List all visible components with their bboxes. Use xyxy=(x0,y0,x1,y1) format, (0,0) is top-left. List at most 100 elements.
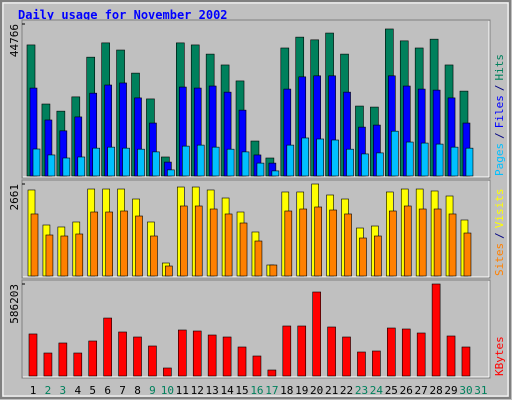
bar xyxy=(284,210,293,277)
x-tick-label: 20 xyxy=(310,384,323,397)
bar xyxy=(75,233,84,277)
bar xyxy=(416,332,426,377)
bar xyxy=(446,335,456,377)
x-tick-label: 28 xyxy=(429,384,442,397)
bar xyxy=(314,206,322,277)
bar xyxy=(47,154,56,177)
legend-separator: / xyxy=(493,85,506,92)
bar xyxy=(211,146,220,177)
x-tick-label: 27 xyxy=(415,384,428,397)
bar xyxy=(165,265,173,277)
bar xyxy=(241,151,250,177)
legend-entry: Pages xyxy=(493,143,506,176)
bar xyxy=(331,139,339,177)
bar xyxy=(92,147,101,177)
y-tick-label: 44766 xyxy=(8,24,21,57)
x-tick-label: 2 xyxy=(45,384,52,397)
x-tick-label: 24 xyxy=(370,384,384,397)
bar xyxy=(163,367,172,377)
bar xyxy=(433,208,442,277)
bar xyxy=(387,327,396,377)
bar xyxy=(239,222,248,277)
bar xyxy=(148,345,157,377)
x-tick-label: 17 xyxy=(265,384,278,397)
bar xyxy=(105,211,113,277)
bar xyxy=(403,205,412,277)
legend-separator: / xyxy=(493,132,506,139)
bar xyxy=(297,325,307,377)
bar xyxy=(420,142,429,177)
x-tick-label: 30 xyxy=(459,384,472,397)
bar xyxy=(346,148,354,177)
x-tick-label: 14 xyxy=(220,384,234,397)
bar xyxy=(405,141,414,177)
bar xyxy=(391,130,399,177)
x-tick-label: 8 xyxy=(134,384,141,397)
x-tick-label: 15 xyxy=(235,384,248,397)
bar xyxy=(62,157,71,177)
bar xyxy=(431,283,441,377)
x-tick-label: 19 xyxy=(295,384,308,397)
bar xyxy=(150,235,158,277)
legend-separator: / xyxy=(493,232,506,239)
x-tick-label: 23 xyxy=(355,384,368,397)
bar xyxy=(282,325,292,377)
legend: Sites / Visits xyxy=(493,189,506,277)
bar xyxy=(60,235,69,277)
bar xyxy=(73,352,83,377)
bar xyxy=(271,170,280,177)
x-tick-label: 13 xyxy=(206,384,219,397)
bar xyxy=(254,240,263,277)
bar xyxy=(286,144,295,177)
x-tick-label: 4 xyxy=(74,384,81,397)
bar xyxy=(267,369,277,377)
bar xyxy=(45,234,54,277)
bar xyxy=(461,346,471,377)
bar xyxy=(77,156,86,177)
x-tick-label: 12 xyxy=(191,384,204,397)
bar xyxy=(299,208,308,277)
x-tick-label: 7 xyxy=(119,384,126,397)
bar xyxy=(342,336,351,377)
bar xyxy=(209,208,218,277)
bar xyxy=(329,209,337,277)
legend: KBytes xyxy=(493,336,506,376)
x-tick-label: 22 xyxy=(340,384,353,397)
bar xyxy=(361,153,369,177)
bar xyxy=(43,352,53,377)
chart-title: Daily usage for November 2002 xyxy=(18,8,228,22)
legend-entry: KBytes xyxy=(493,336,506,376)
bar xyxy=(137,148,145,177)
bar xyxy=(194,205,203,277)
x-tick-label: 9 xyxy=(149,384,156,397)
y-tick-label: 2661 xyxy=(8,184,21,211)
bar xyxy=(401,328,411,377)
x-tick-label: 25 xyxy=(385,384,398,397)
x-tick-label: 6 xyxy=(104,384,111,397)
bar xyxy=(465,147,474,177)
bar xyxy=(359,237,367,277)
outer-border-light xyxy=(2,2,509,397)
legend: Pages / Files / Hits xyxy=(493,54,506,176)
bar xyxy=(463,232,472,277)
x-tick-label: 29 xyxy=(444,384,457,397)
bar xyxy=(269,264,278,277)
bar xyxy=(312,291,321,377)
bar xyxy=(418,208,427,277)
bar xyxy=(450,146,459,177)
x-tick-label: 18 xyxy=(280,384,293,397)
x-tick-label: 21 xyxy=(325,384,338,397)
bar xyxy=(327,326,336,377)
x-tick-label: 10 xyxy=(161,384,174,397)
bar xyxy=(180,205,188,277)
bar xyxy=(448,213,457,277)
bar xyxy=(107,146,115,177)
legend-entry: Files xyxy=(493,95,506,128)
bar xyxy=(58,342,68,377)
bar xyxy=(376,152,384,177)
bar xyxy=(224,213,233,277)
bar xyxy=(222,336,232,377)
x-tick-label: 31 xyxy=(474,384,487,397)
